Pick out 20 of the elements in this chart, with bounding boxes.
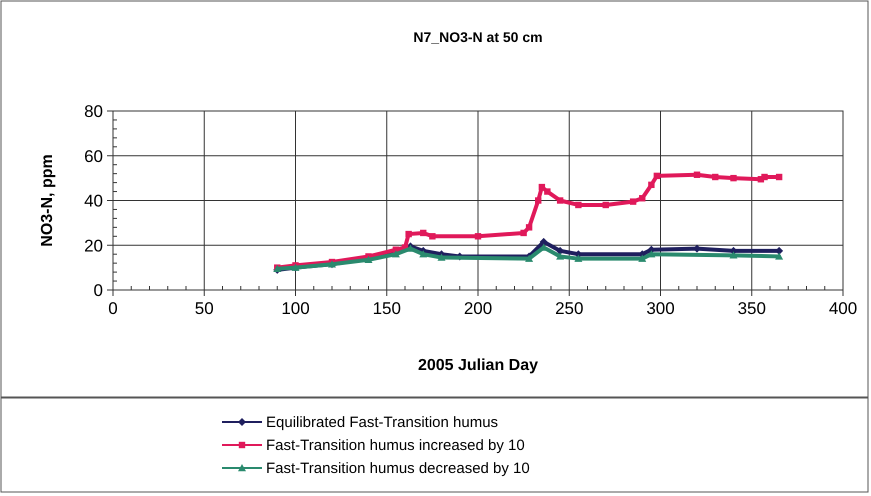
legend-label: Fast-Transition humus decreased by 10 xyxy=(266,460,530,477)
x-tick-label: 0 xyxy=(108,299,118,318)
x-tick-label: 350 xyxy=(738,299,766,318)
x-tick-label: 200 xyxy=(464,299,492,318)
chart-title: N7_NO3-N at 50 cm xyxy=(413,29,543,45)
y-tick-label: 0 xyxy=(94,281,103,300)
legend-label: Fast-Transition humus increased by 10 xyxy=(266,437,525,454)
y-axis-title: NO3-N, ppm xyxy=(39,154,56,247)
x-axis-title: 2005 Julian Day xyxy=(418,357,538,374)
x-tick-label: 300 xyxy=(646,299,675,318)
x-tick-label: 400 xyxy=(828,299,858,318)
y-tick-label: 20 xyxy=(84,236,103,256)
y-tick-label: 40 xyxy=(84,192,103,210)
y-tick-label: 80 xyxy=(84,102,103,121)
x-tick-label: 250 xyxy=(555,299,584,318)
x-tick-label: 100 xyxy=(281,299,310,318)
x-tick-label: 50 xyxy=(194,299,214,318)
legend-label: Equilibrated Fast-Transition humus xyxy=(266,414,498,431)
y-tick-label: 60 xyxy=(84,146,103,166)
x-tick-label: 150 xyxy=(372,299,401,318)
